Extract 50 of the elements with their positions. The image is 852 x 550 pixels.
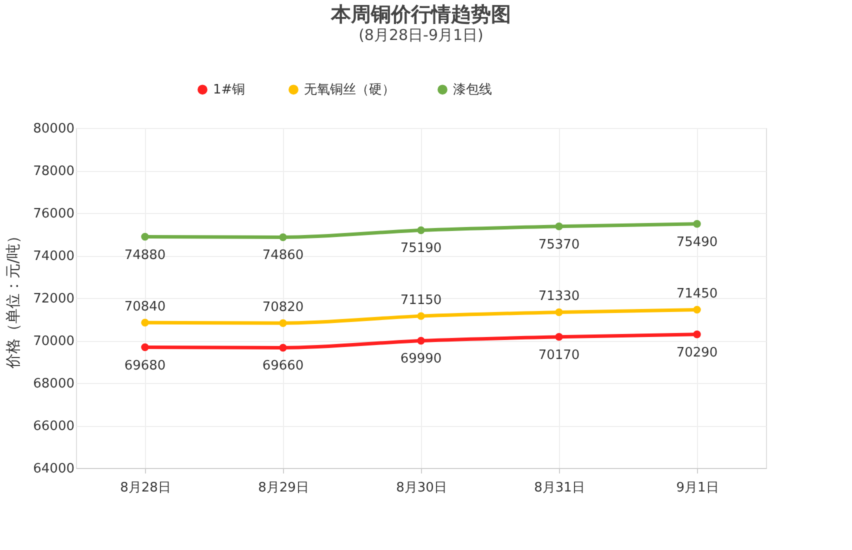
x-tick-label: 8月31日 — [534, 480, 585, 496]
y-tick-label: 80000 — [33, 122, 74, 136]
data-label: 70290 — [676, 345, 718, 360]
point — [279, 344, 287, 352]
data-label: 69680 — [124, 358, 166, 374]
point — [555, 222, 563, 230]
data-label: 74860 — [262, 248, 304, 264]
y-tick-label: 66000 — [33, 419, 74, 434]
y-tick-label: 74000 — [33, 249, 74, 264]
legend-label: 1#铜 — [213, 82, 246, 98]
y-tick-label: 78000 — [33, 164, 74, 179]
chart-subtitle: (8月28日-9月1日) — [358, 26, 484, 44]
point — [279, 319, 287, 327]
chart-title: 本周铜价行情趋势图 — [330, 2, 511, 26]
point — [555, 308, 563, 316]
y-tick-label: 70000 — [33, 334, 74, 349]
point — [555, 333, 563, 341]
data-label: 74880 — [124, 248, 166, 263]
y-axis-title: 价格（单位：元/吨） — [4, 228, 22, 370]
y-tick-label: 72000 — [33, 292, 74, 306]
x-tick-label: 8月30日 — [396, 480, 447, 496]
data-label: 75490 — [676, 234, 718, 250]
data-label: 75370 — [538, 237, 580, 252]
data-label: 69990 — [400, 352, 442, 367]
point — [693, 306, 701, 314]
y-tick-label: 68000 — [33, 376, 74, 392]
point — [141, 343, 149, 352]
point — [279, 233, 287, 242]
point — [141, 318, 149, 327]
point — [693, 220, 701, 228]
data-label: 70170 — [538, 348, 580, 363]
data-label: 71450 — [676, 286, 718, 302]
point — [417, 336, 425, 345]
data-label: 71330 — [538, 289, 580, 304]
x-tick-label: 8月28日 — [120, 480, 171, 496]
x-tick-label: 8月29日 — [258, 480, 309, 496]
point — [417, 312, 425, 320]
point — [417, 226, 425, 234]
data-label: 69660 — [262, 358, 304, 374]
legend-label: 漆包线 — [453, 82, 492, 98]
data-label: 70820 — [262, 300, 304, 316]
y-tick-label: 64000 — [33, 462, 74, 476]
legend-label: 无氧铜丝（硬） — [304, 82, 395, 98]
point — [141, 232, 149, 241]
y-tick-label: 76000 — [33, 206, 74, 222]
data-label: 71150 — [400, 293, 442, 308]
data-label: 75190 — [400, 241, 442, 256]
point — [693, 330, 701, 338]
data-label: 70840 — [124, 300, 166, 315]
x-tick-label: 9月1日 — [676, 480, 719, 496]
